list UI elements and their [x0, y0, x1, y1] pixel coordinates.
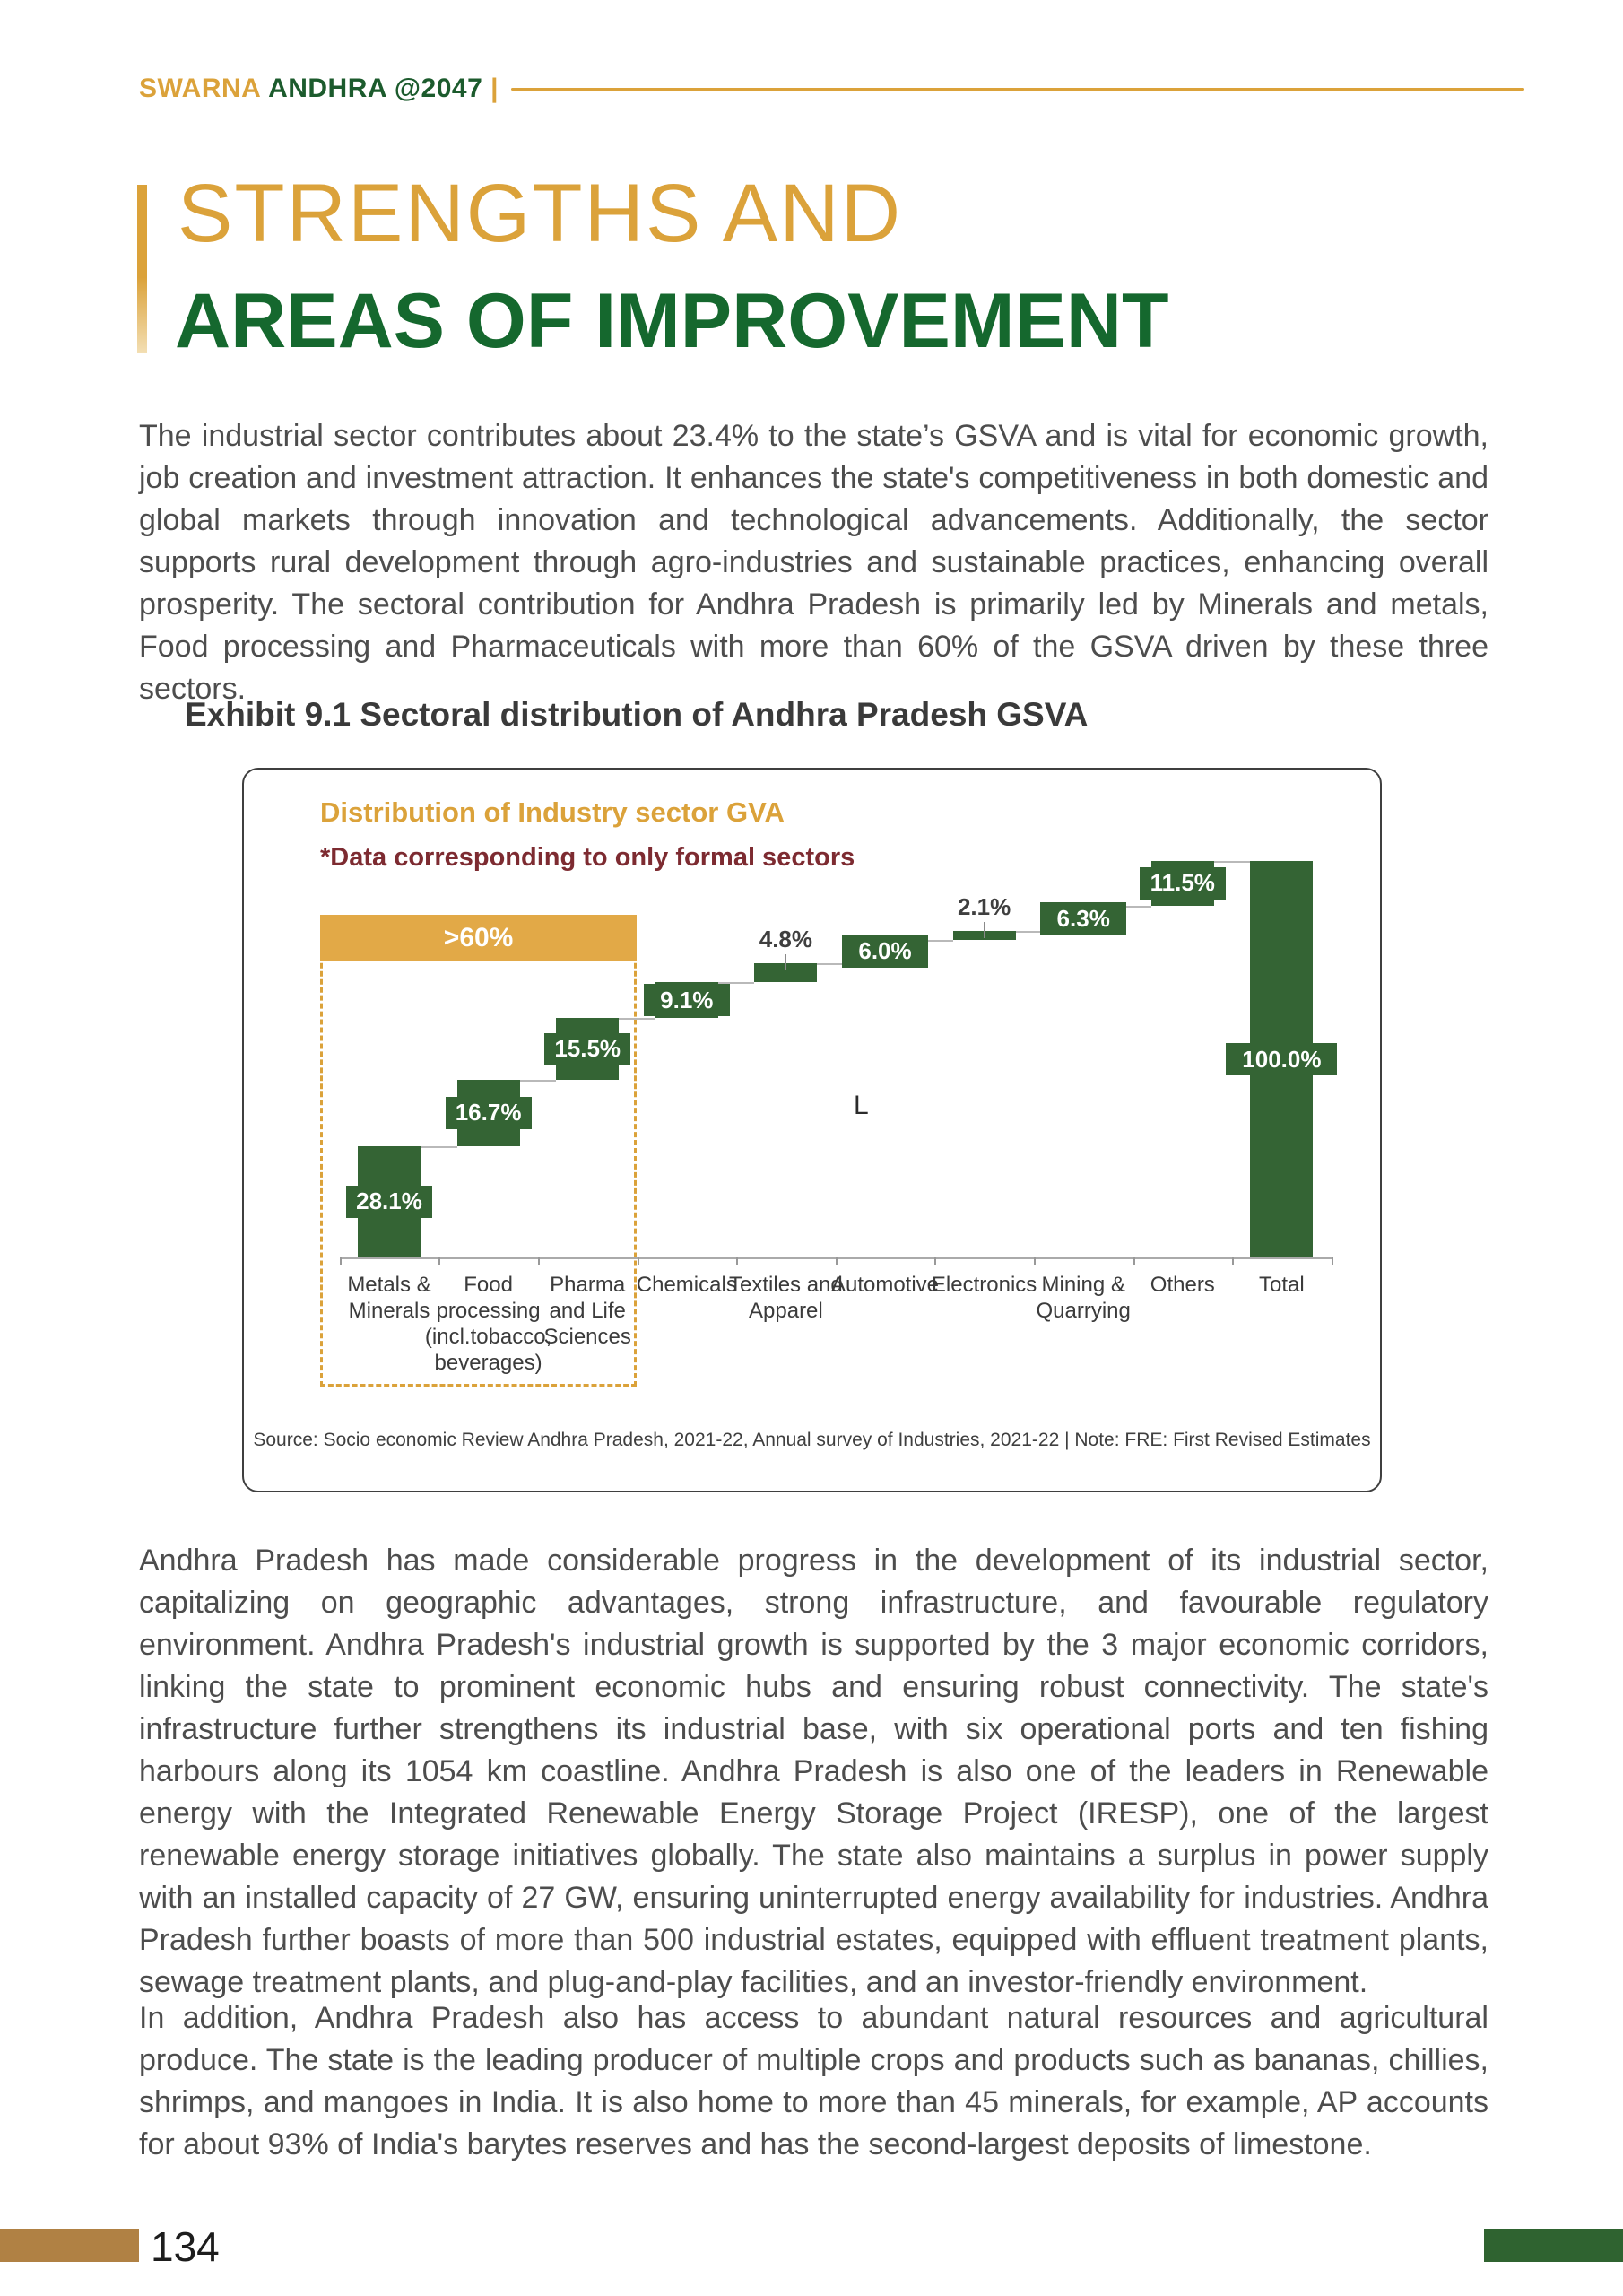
x-axis-tick	[438, 1257, 441, 1265]
brand-swarna: SWARNA	[139, 74, 262, 103]
x-axis-category-label: Pharma and Life Sciences	[543, 1273, 631, 1349]
x-axis-tick	[1133, 1257, 1135, 1265]
bar-value-label: 6.0%	[842, 935, 928, 968]
x-axis-category-label: Metals & Minerals	[347, 1273, 431, 1323]
chart-title: Distribution of Industry sector GVA	[320, 796, 785, 828]
paragraph-resources: In addition, Andhra Pradesh also has acc…	[139, 2001, 1488, 2161]
connector-line	[717, 982, 755, 985]
exhibit-heading: Exhibit 9.1 Sectoral distribution of And…	[185, 696, 1089, 733]
bar-value-label: 16.7%	[445, 1096, 532, 1129]
brand-separator: |	[490, 74, 499, 103]
x-axis-category-label: Mining & Quarrying	[1036, 1273, 1131, 1323]
bar-value-label: 2.1%	[957, 893, 1011, 921]
x-axis-category-label: Chemicals	[636, 1273, 737, 1297]
connector-line	[1115, 906, 1151, 909]
header-rule	[511, 87, 1524, 91]
paragraph-progress: Andhra Pradesh has made considerable pro…	[139, 1544, 1488, 1999]
chapter-title-line2: AREAS OF IMPROVEMENT	[175, 278, 1169, 364]
x-axis-tick	[835, 1257, 838, 1265]
chart-card: Distribution of Industry sector GVA *Dat…	[242, 768, 1382, 1492]
footer-left-bar	[0, 2229, 139, 2262]
x-axis-category-label: Textiles and Apparel	[729, 1273, 843, 1323]
brand-andhra: ANDHRA @2047	[261, 74, 491, 103]
bar-value-label: 6.3%	[1040, 902, 1127, 935]
x-axis-tick	[736, 1257, 739, 1265]
x-axis-category-label: Others	[1150, 1273, 1215, 1297]
waterfall-bar	[754, 963, 818, 983]
x-axis-tick	[1232, 1257, 1235, 1265]
bar-value-label: 9.1%	[643, 984, 730, 1017]
x-axis-category-label: Automotive	[830, 1273, 940, 1297]
footer-right-bar	[1484, 2229, 1623, 2262]
connector-line	[916, 939, 953, 942]
label-leader-line	[983, 922, 985, 939]
bar-value-label: 28.1%	[346, 1185, 432, 1218]
x-axis-tick	[339, 1257, 342, 1265]
x-axis-category-label: Food processing (incl.tobacco, beverages)	[424, 1273, 552, 1375]
paragraph-intro: The industrial sector contributes about …	[139, 419, 1488, 706]
x-axis-tick	[637, 1257, 639, 1265]
label-leader-line	[785, 954, 787, 971]
x-axis-tick	[934, 1257, 937, 1265]
x-axis-tick	[537, 1257, 540, 1265]
stray-label: L	[854, 1091, 869, 1120]
x-axis-tick	[1033, 1257, 1036, 1265]
connector-line	[519, 1079, 557, 1082]
chapter-title-line1: STRENGTHS AND	[178, 168, 903, 259]
connector-line	[421, 1145, 457, 1148]
x-axis-category-label: Electronics	[931, 1273, 1037, 1297]
page-header: SWARNA ANDHRA @2047 |	[139, 74, 1524, 104]
connector-line	[1015, 931, 1053, 934]
bar-value-label: 11.5%	[1139, 866, 1226, 900]
chart-source: Source: Socio economic Review Andhra Pra…	[253, 1430, 1371, 1450]
bar-value-label: 4.8%	[759, 926, 813, 953]
x-axis-category-label: Total	[1259, 1273, 1305, 1297]
page-number: 134	[151, 2223, 220, 2270]
connector-line	[1213, 860, 1251, 863]
connector-line	[619, 1018, 655, 1021]
connector-line	[817, 963, 854, 966]
chart-note: *Data corresponding to only formal secto…	[320, 843, 855, 872]
total-value-label: 100.0%	[1226, 1043, 1338, 1075]
bar-value-label: 15.5%	[544, 1032, 631, 1065]
x-axis-tick	[1331, 1257, 1333, 1265]
highlight-label-box: >60%	[319, 915, 638, 961]
title-accent-bar	[137, 185, 147, 353]
